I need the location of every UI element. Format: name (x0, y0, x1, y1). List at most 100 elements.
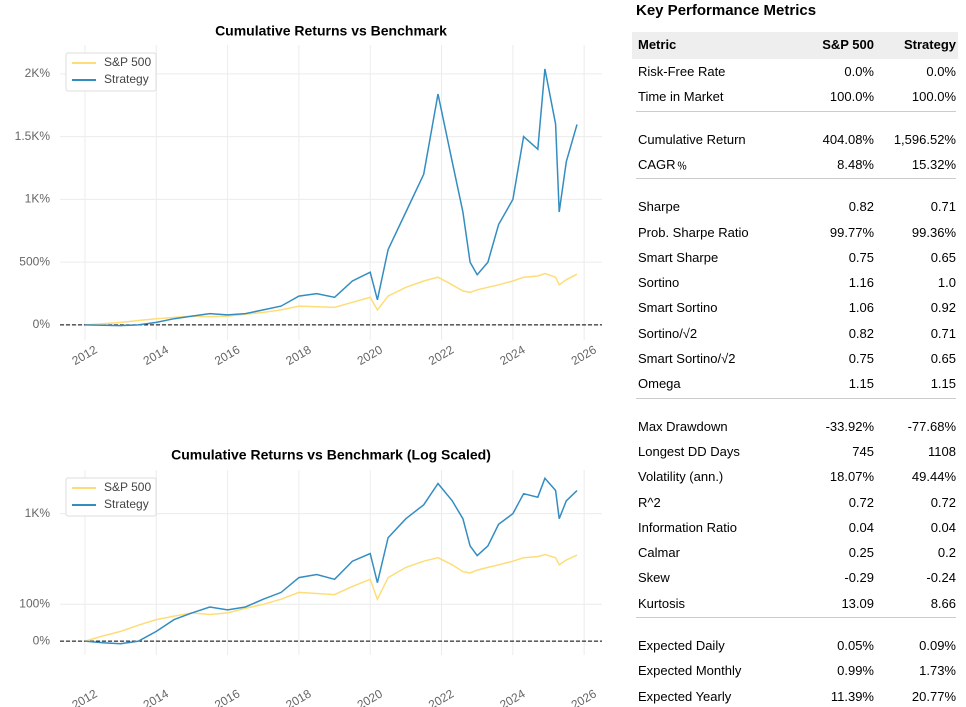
metric-value: 0.25 (848, 545, 874, 561)
x-tick-label: 2022 (426, 686, 456, 707)
group-separator (636, 617, 956, 618)
series-line (84, 476, 578, 645)
group-separator (636, 397, 956, 399)
metric-value: 0.71 (930, 199, 956, 215)
metric-value: 0.75 (848, 351, 874, 366)
metric-name: Omega (638, 376, 681, 392)
metric-name: Kurtosis (638, 595, 685, 611)
legend-label: S&P 500 (104, 480, 151, 494)
metric-value: 49.44% (911, 469, 956, 485)
metric-name: R^2 (638, 494, 661, 510)
metric-value: 1.0 (937, 275, 956, 291)
metric-name: Expected Yearly (638, 688, 732, 704)
metric-value: 8.66 (930, 595, 956, 611)
legend-label: Strategy (104, 72, 149, 86)
metric-name: Expected Daily (638, 638, 725, 653)
x-tick-label: 2016 (212, 342, 242, 368)
metric-value: 99.77% (829, 224, 874, 240)
metric-name: Smart Sortino/√2 (638, 351, 736, 366)
metric-value: 1.16 (848, 275, 874, 291)
chart-title: Cumulative Returns vs Benchmark (Log Sca… (171, 447, 491, 463)
metric-name: Risk-Free Rate (638, 64, 726, 79)
metric-value: 15.32% (911, 156, 956, 172)
y-tick-label: 1K% (25, 506, 51, 520)
metric-name: Volatility (ann.) (638, 469, 724, 485)
legend-label: S&P 500 (104, 55, 151, 69)
metric-name: CAGR﹪ (638, 156, 689, 172)
x-tick-label: 2026 (569, 686, 599, 707)
header-row (632, 32, 958, 59)
x-tick-label: 2012 (69, 686, 99, 707)
metric-value: 404.08% (822, 131, 874, 147)
x-tick-label: 2012 (69, 342, 99, 368)
chart-title: Cumulative Returns vs Benchmark (215, 23, 447, 39)
metric-value: 0.04 (848, 519, 874, 535)
header-cell: Strategy (903, 37, 956, 52)
metric-value: 0.72 (848, 494, 874, 510)
metric-value: 0.99% (837, 663, 874, 679)
metric-value: 1.06 (848, 300, 874, 316)
y-tick-label: 100% (19, 596, 50, 610)
metric-value: 745 (852, 443, 874, 459)
x-tick-label: 2016 (212, 686, 242, 707)
metric-name: Smart Sharpe (638, 249, 719, 265)
metric-value: 1.73% (919, 663, 956, 679)
metric-value: 11.39% (830, 688, 874, 704)
metric-value: 0.0% (926, 64, 956, 79)
metric-name: Calmar (638, 545, 680, 561)
y-tick-label: 1K% (25, 192, 51, 206)
metric-value: 1.15 (848, 376, 874, 392)
metric-value: 0.72 (930, 494, 956, 510)
metric-value: 13.09 (841, 595, 874, 611)
x-tick-label: 2022 (426, 342, 456, 368)
metric-name: Time in Market (638, 89, 724, 105)
metric-value: 0.82 (848, 325, 874, 341)
metric-value: -33.92% (825, 418, 874, 434)
metric-value: 0.04 (930, 519, 956, 535)
metric-name: Expected Monthly (638, 663, 742, 679)
series-line (84, 272, 578, 326)
y-tick-label: 1.5K% (15, 129, 51, 143)
y-tick-label: 2K% (25, 66, 51, 80)
metric-value: 1108 (928, 443, 956, 459)
x-tick-label: 2020 (355, 686, 385, 707)
metric-name: Prob. Sharpe Ratio (638, 224, 749, 240)
metric-value: -77.68% (907, 418, 956, 434)
metric-name: Sharpe (638, 199, 680, 215)
metric-value: 1.15 (930, 376, 956, 392)
metric-value: 8.48% (837, 156, 874, 172)
x-tick-label: 2018 (283, 342, 313, 368)
metric-value: 0.05% (837, 638, 874, 653)
metric-value: 0.65 (930, 249, 956, 265)
metric-name: Smart Sortino (638, 300, 718, 316)
metric-value: 0.65 (930, 351, 956, 366)
y-tick-label: 500% (19, 254, 50, 268)
x-tick-label: 2024 (497, 686, 527, 707)
metric-value: 100.0% (911, 89, 956, 105)
metric-name: Skew (638, 570, 670, 586)
metric-name: Information Ratio (638, 519, 737, 535)
header-cell: S&P 500 (822, 37, 874, 52)
table-title: Key Performance Metrics (636, 2, 817, 19)
metric-value: 0.92 (930, 300, 956, 316)
group-separator (636, 178, 956, 180)
x-tick-label: 2020 (355, 342, 385, 368)
x-tick-label: 2018 (283, 686, 313, 707)
metric-name: Max Drawdown (638, 418, 728, 434)
x-tick-label: 2026 (569, 342, 599, 368)
legend-label: Strategy (104, 497, 149, 511)
metric-value: 18.07% (829, 469, 874, 485)
metric-value: 0.75 (848, 249, 874, 265)
charts: Cumulative Returns vs Benchmark 2012 2014 2… (15, 23, 602, 707)
metric-value: -0.24 (926, 570, 956, 586)
y-tick-label: 0% (33, 633, 51, 647)
metrics-panel: Key Performance Metrics Metric S&P 500 Str… (632, 0, 958, 707)
metric-value: 0.82 (848, 199, 874, 215)
metric-value: 20.77% (911, 688, 956, 704)
metric-value: 0.2 (937, 545, 956, 561)
metric-name: Sortino (638, 275, 680, 291)
series-line (84, 553, 578, 642)
metric-name: Cumulative Return (638, 131, 746, 147)
x-tick-label: 2014 (141, 686, 171, 707)
